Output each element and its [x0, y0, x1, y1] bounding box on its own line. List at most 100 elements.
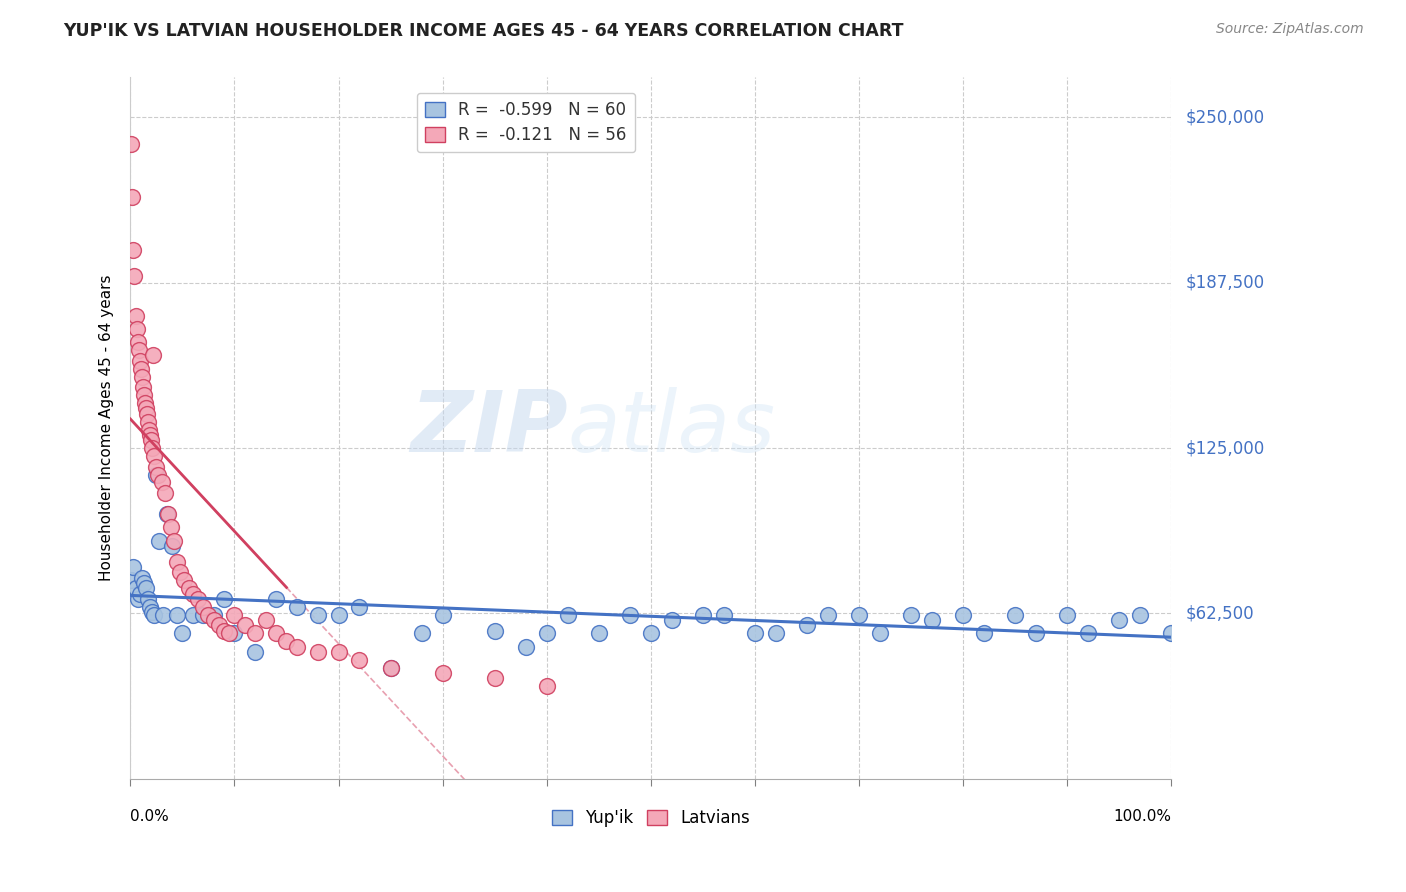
- Point: [142, 348, 165, 362]
- Text: $187,500: $187,500: [1185, 274, 1264, 292]
- Point: [218, 626, 240, 640]
- Point: [193, 599, 215, 614]
- Point: [1025, 626, 1047, 640]
- Point: [380, 661, 402, 675]
- Point: [134, 396, 156, 410]
- Text: 100.0%: 100.0%: [1114, 809, 1171, 824]
- Point: [233, 618, 256, 632]
- Point: [153, 486, 176, 500]
- Point: [172, 626, 194, 640]
- Text: YUP'IK VS LATVIAN HOUSEHOLDER INCOME AGES 45 - 64 YEARS CORRELATION CHART: YUP'IK VS LATVIAN HOUSEHOLDER INCOME AGE…: [63, 22, 904, 40]
- Point: [148, 467, 170, 482]
- Point: [661, 613, 683, 627]
- Point: [1056, 607, 1078, 622]
- Point: [124, 309, 146, 323]
- Point: [132, 380, 155, 394]
- Point: [132, 388, 155, 402]
- Point: [307, 645, 329, 659]
- Point: [557, 607, 579, 622]
- Point: [160, 520, 183, 534]
- Point: [245, 626, 267, 640]
- Text: ZIP: ZIP: [411, 386, 568, 470]
- Point: [124, 582, 146, 596]
- Point: [276, 634, 298, 648]
- Point: [156, 507, 179, 521]
- Point: [817, 607, 839, 622]
- Point: [224, 607, 246, 622]
- Point: [349, 599, 371, 614]
- Point: [224, 626, 246, 640]
- Point: [484, 671, 506, 685]
- Point: [166, 607, 188, 622]
- Point: [765, 626, 787, 640]
- Text: $250,000: $250,000: [1185, 108, 1264, 126]
- Point: [264, 591, 287, 606]
- Point: [128, 343, 150, 357]
- Point: [307, 607, 329, 622]
- Point: [202, 613, 225, 627]
- Point: [536, 679, 558, 693]
- Point: [141, 433, 163, 447]
- Point: [380, 661, 402, 675]
- Point: [139, 427, 162, 442]
- Point: [141, 605, 163, 619]
- Point: [285, 640, 308, 654]
- Point: [127, 335, 149, 350]
- Point: [285, 599, 308, 614]
- Point: [744, 626, 766, 640]
- Point: [212, 591, 235, 606]
- Point: [328, 645, 350, 659]
- Point: [796, 618, 818, 632]
- Point: [135, 582, 157, 596]
- Point: [122, 243, 145, 257]
- Point: [921, 613, 943, 627]
- Point: [163, 533, 186, 548]
- Point: [132, 576, 155, 591]
- Point: [202, 607, 225, 622]
- Point: [135, 401, 157, 416]
- Point: [177, 582, 200, 596]
- Point: [152, 607, 174, 622]
- Point: [156, 507, 179, 521]
- Point: [122, 560, 145, 574]
- Point: [145, 467, 167, 482]
- Point: [160, 539, 183, 553]
- Point: [848, 607, 870, 622]
- Point: [121, 189, 143, 203]
- Point: [131, 369, 153, 384]
- Point: [125, 322, 148, 336]
- Point: [973, 626, 995, 640]
- Point: [127, 591, 149, 606]
- Point: [136, 407, 159, 421]
- Point: [197, 607, 219, 622]
- Point: [869, 626, 891, 640]
- Point: [129, 361, 152, 376]
- Point: [193, 607, 215, 622]
- Point: [120, 574, 142, 588]
- Point: [588, 626, 610, 640]
- Point: [124, 268, 146, 283]
- Point: [254, 613, 277, 627]
- Point: [131, 571, 153, 585]
- Point: [148, 533, 170, 548]
- Text: $62,500: $62,500: [1185, 605, 1254, 623]
- Point: [349, 653, 371, 667]
- Point: [692, 607, 714, 622]
- Point: [484, 624, 506, 638]
- Point: [245, 645, 267, 659]
- Point: [136, 415, 159, 429]
- Point: [640, 626, 662, 640]
- Point: [181, 586, 204, 600]
- Point: [145, 459, 167, 474]
- Point: [432, 607, 454, 622]
- Point: [515, 640, 537, 654]
- Point: [128, 353, 150, 368]
- Point: [208, 618, 231, 632]
- Legend: Yup'ik, Latvians: Yup'ik, Latvians: [546, 803, 756, 834]
- Point: [139, 599, 162, 614]
- Text: atlas: atlas: [568, 386, 776, 470]
- Point: [1108, 613, 1130, 627]
- Point: [432, 666, 454, 681]
- Point: [1129, 607, 1152, 622]
- Point: [120, 136, 142, 151]
